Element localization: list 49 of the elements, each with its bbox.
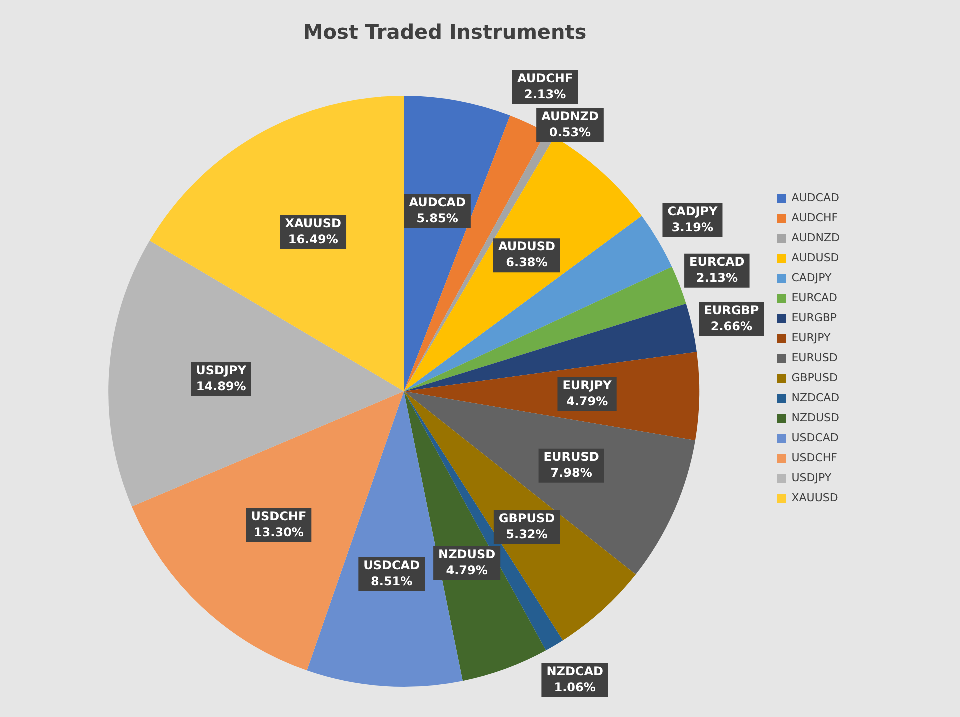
slice-label: USDCAD (364, 558, 420, 572)
data-label: 2.66% (710, 319, 753, 334)
slice-label: EURJPY (562, 378, 612, 393)
legend-label: EURCAD (792, 291, 838, 304)
data-label: 4.79% (566, 394, 608, 409)
slice-label: EURGBP (704, 303, 760, 318)
data-label: 2.13% (696, 270, 738, 285)
legend-label: USDCHF (792, 451, 838, 464)
legend-label: NZDUSD (792, 411, 840, 424)
legend-label: NZDCAD (792, 391, 840, 404)
legend-label: AUDNZD (792, 231, 840, 244)
slice-label: NZDCAD (546, 664, 604, 678)
legend-label: GBPUSD (792, 371, 838, 384)
data-label: 13.30% (254, 525, 304, 540)
legend-label: EURUSD (792, 351, 838, 364)
slice-label: AUDUSD (498, 240, 556, 254)
legend-label: AUDUSD (792, 251, 840, 264)
slice-label: EURCAD (690, 254, 745, 269)
data-label: 14.89% (196, 379, 246, 394)
slice-label: EURUSD (544, 450, 600, 464)
slice-label: XAUUSD (285, 216, 342, 230)
legend-label: EURJPY (792, 331, 831, 344)
data-label: 8.51% (371, 574, 413, 588)
legend-label: USDCAD (792, 431, 839, 444)
data-label: 5.85% (416, 212, 458, 226)
data-label: 6.38% (506, 256, 548, 270)
data-label: 0.53% (549, 125, 592, 140)
data-label: 7.98% (550, 466, 592, 480)
slice-label: USDCHF (251, 509, 307, 524)
legend-label: AUDCHF (792, 211, 838, 224)
slice-label: NZDUSD (438, 548, 496, 562)
slice-label: AUDCAD (409, 196, 466, 210)
data-label: 3.19% (672, 220, 714, 235)
legend-label: CADJPY (792, 271, 832, 284)
legend-label: XAUUSD (792, 491, 838, 504)
data-label: 16.49% (288, 232, 338, 246)
data-label: 1.06% (554, 680, 596, 694)
legend-label: USDJPY (792, 471, 832, 484)
data-label: 5.32% (506, 528, 548, 542)
slice-label: GBPUSD (498, 512, 556, 526)
data-label: 2.13% (524, 87, 566, 102)
slice-label: USDJPY (196, 363, 247, 378)
slice-label: AUDCHF (518, 71, 574, 86)
data-label: 4.79% (446, 564, 488, 578)
chart-title: Most Traded Instruments (303, 20, 587, 44)
legend-label: AUDCAD (792, 191, 840, 204)
slice-label: AUDNZD (542, 109, 599, 124)
slice-label: CADJPY (668, 204, 718, 219)
legend-label: EURGBP (792, 311, 838, 324)
